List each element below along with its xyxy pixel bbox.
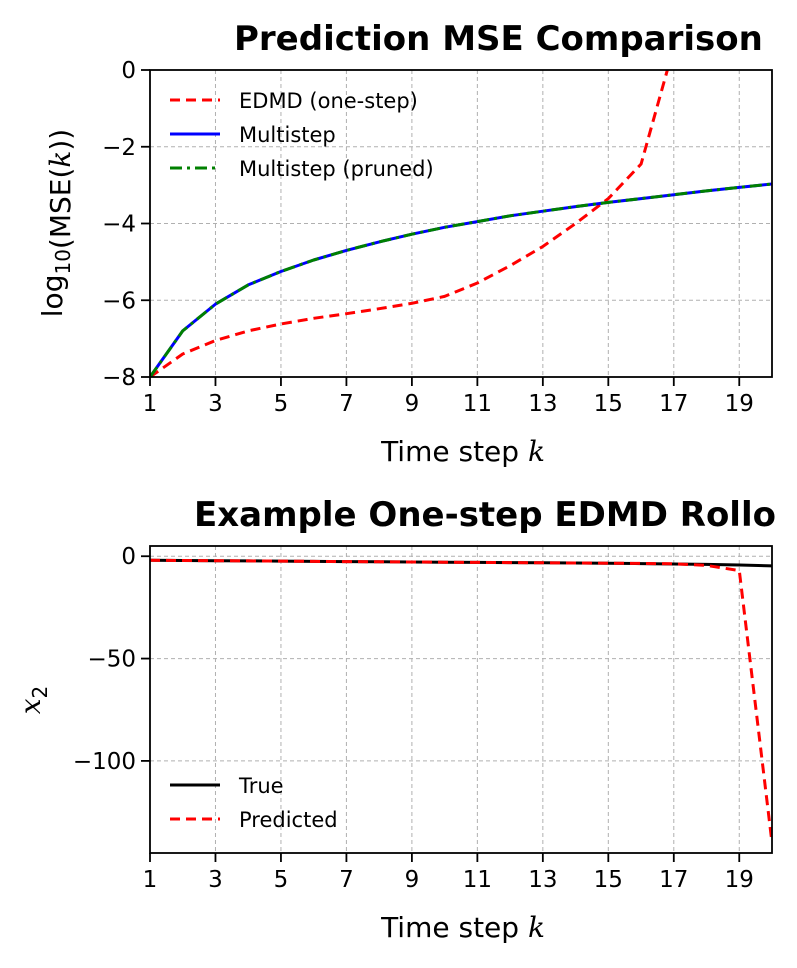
- y-tick-label: −4: [102, 212, 136, 238]
- x-tick-label: 17: [659, 391, 688, 417]
- x-tick-label: 17: [659, 867, 688, 893]
- legend-label: Multistep: [239, 123, 336, 147]
- x-tick-label: 9: [405, 867, 420, 893]
- x-axis-label: Time step k: [380, 435, 545, 468]
- x-tick-label: 1: [143, 391, 158, 417]
- y-tick-label: 0: [121, 58, 136, 84]
- x-tick-label: 19: [725, 391, 754, 417]
- x-tick-label: 11: [463, 867, 492, 893]
- y-tick-label: 0: [121, 544, 136, 570]
- x-tick-label: 13: [528, 391, 557, 417]
- series-line: [150, 70, 669, 377]
- y-tick-label: −50: [87, 647, 136, 673]
- y-tick-label: −2: [102, 135, 136, 161]
- chart-title: Prediction MSE Comparison: [234, 19, 763, 59]
- x-tick-label: 19: [725, 867, 754, 893]
- x-tick-label: 15: [594, 391, 623, 417]
- legend-label: Predicted: [239, 808, 338, 832]
- legend-label: True: [238, 774, 284, 798]
- y-axis-label: x2: [14, 686, 52, 715]
- x-tick-label: 5: [274, 391, 289, 417]
- x-tick-label: 13: [528, 867, 557, 893]
- series-line: [150, 182, 772, 377]
- x-tick-label: 7: [339, 391, 354, 417]
- x-tick-label: 15: [594, 867, 623, 893]
- legend: EDMD (one-step) Multistep Multistep (prune…: [170, 89, 434, 181]
- x-tick-label: 11: [463, 391, 492, 417]
- series-line: [150, 558, 772, 843]
- y-tick-label: −8: [102, 365, 136, 391]
- x-tick-label: 7: [339, 867, 354, 893]
- x-tick-label: 3: [208, 867, 223, 893]
- series-group: [150, 558, 772, 843]
- legend: True Predicted: [170, 774, 338, 832]
- chart-title: Example One-step EDMD Rollo: [194, 495, 776, 535]
- legend-label: EDMD (one-step): [239, 89, 418, 113]
- y-axis-label: log10(MSE(k)): [36, 129, 77, 317]
- x-axis-label: Time step k: [380, 911, 545, 944]
- x-tick-label: 9: [405, 391, 420, 417]
- x-tick-label: 1: [143, 867, 158, 893]
- y-tick-label: −100: [73, 749, 136, 775]
- axes-frame: [149, 545, 773, 854]
- legend-label: Multistep (pruned): [239, 157, 434, 181]
- x-tick-label: 5: [274, 867, 289, 893]
- x-tick-label: 3: [208, 391, 223, 417]
- y-tick-label: −6: [102, 288, 136, 314]
- series-group: [150, 70, 772, 377]
- series-line: [150, 182, 772, 377]
